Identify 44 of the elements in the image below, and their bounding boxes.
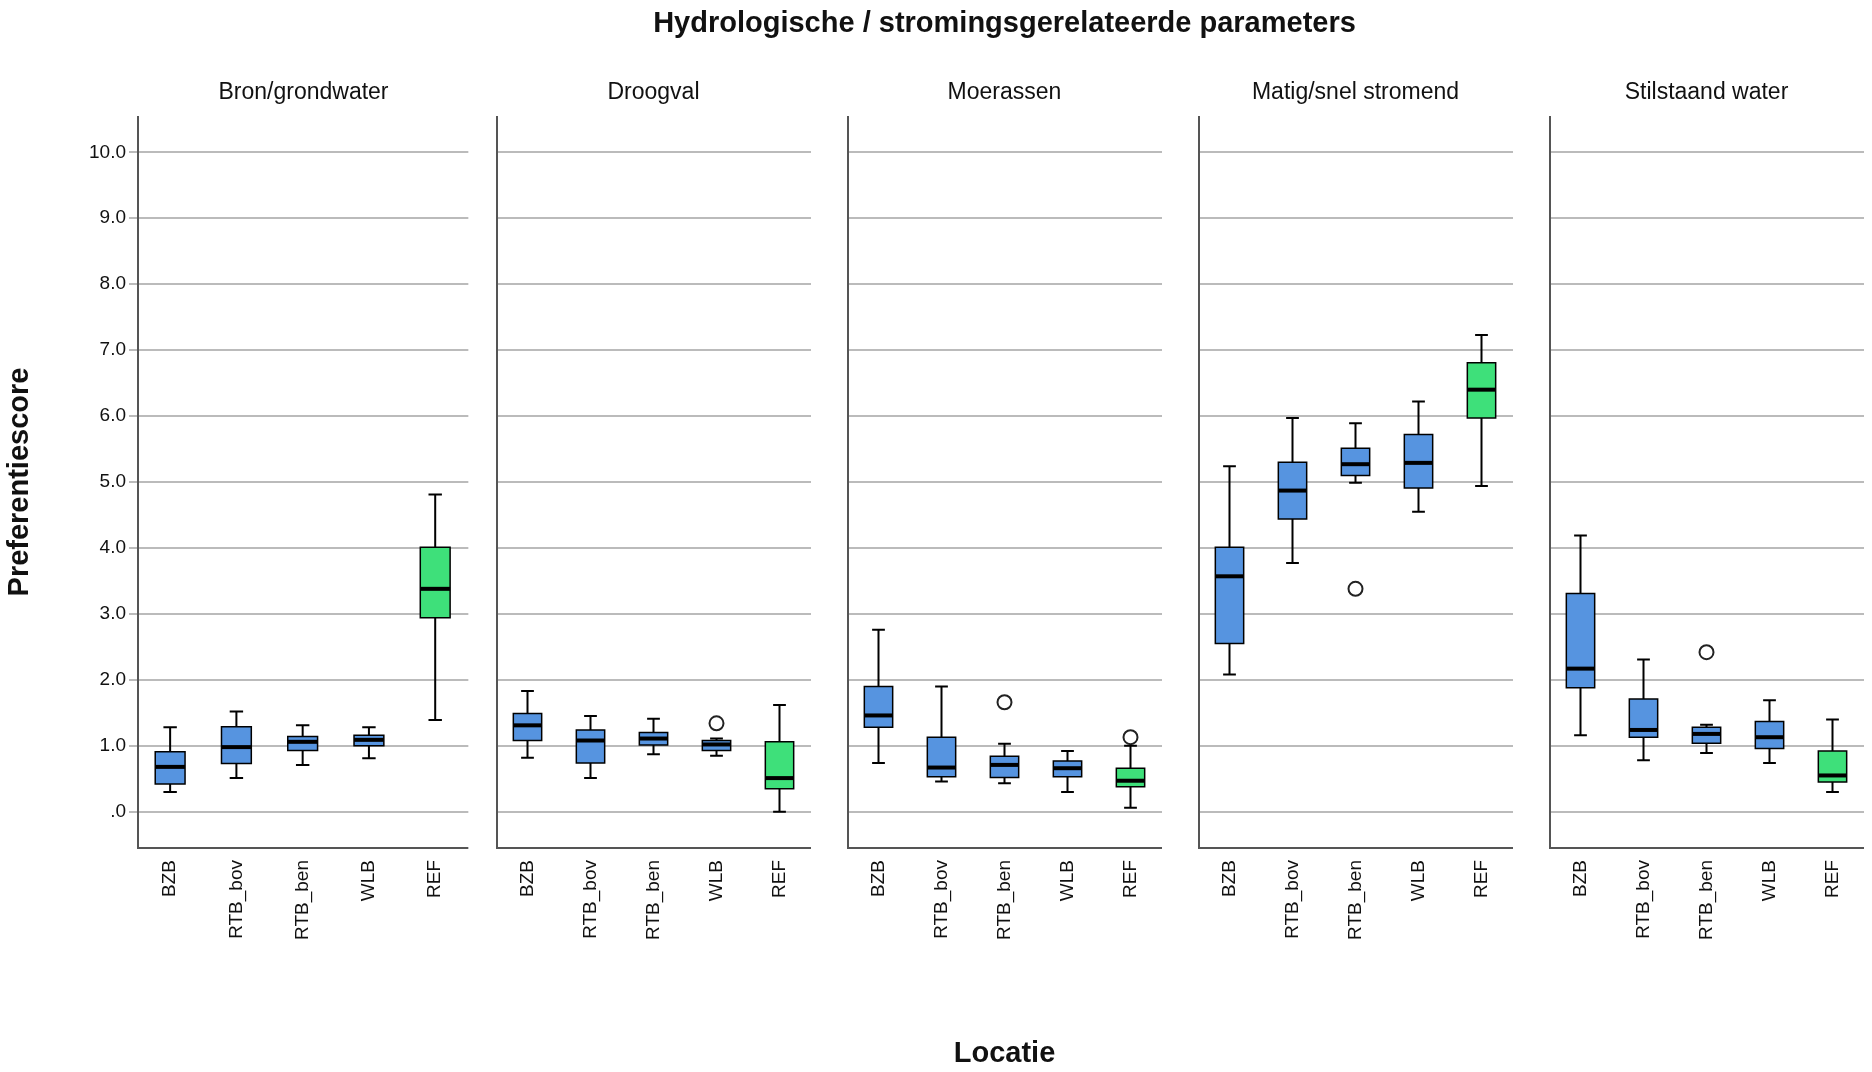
y-tick-label: 7.0 (99, 338, 126, 360)
x-tick-label: REF (767, 860, 789, 898)
y-tick-label: 4.0 (99, 536, 126, 558)
x-tick-label: RTB_bov (224, 859, 247, 939)
x-tick-label: RTB_ben (1694, 860, 1717, 940)
x-tick-label: RTB_bov (1631, 859, 1654, 939)
y-tick-label: .0 (110, 799, 126, 821)
x-tick-label: RTB_bov (578, 859, 601, 939)
x-tick-label: WLB (357, 860, 379, 902)
x-tick-label: RTB_ben (641, 860, 664, 940)
y-tick-label: 5.0 (99, 470, 126, 492)
x-tick-label: RTB_ben (290, 860, 313, 940)
y-tick-label: 10.0 (89, 140, 126, 162)
x-tick-label: BZB (515, 860, 537, 897)
chart-subtitle: Stilstaand water (1624, 78, 1789, 105)
x-tick-label: BZB (866, 860, 888, 897)
chart-subtitle: Droogval (607, 78, 700, 105)
x-axis-title: Locatie (953, 1036, 1056, 1069)
y-tick-label: 1.0 (99, 734, 126, 756)
y-tick-label: 2.0 (99, 668, 126, 690)
x-tick-label: REF (1469, 860, 1491, 898)
y-tick-label: 6.0 (99, 404, 126, 426)
x-tick-label: REF (1820, 860, 1842, 898)
x-tick-label: REF (423, 860, 445, 898)
y-tick-label: 9.0 (99, 206, 126, 228)
chart-title: Hydrologische / stromingsgerelateerde parameters (653, 6, 1356, 39)
chart-subtitle: Bron/grondwater (218, 78, 389, 105)
x-tick-label: WLB (1055, 860, 1077, 902)
y-axis-title: Preferentiescore (2, 367, 35, 597)
x-tick-label: REF (1118, 860, 1140, 898)
y-tick-label: 3.0 (99, 602, 126, 624)
x-tick-label: WLB (704, 860, 726, 902)
x-tick-label: BZB (158, 860, 180, 897)
x-tick-label: WLB (1406, 860, 1428, 902)
x-tick-label: RTB_bov (1280, 859, 1303, 939)
x-tick-label: RTB_bov (929, 859, 952, 939)
x-tick-label: BZB (1217, 860, 1239, 897)
chart-subtitle: Matig/snel stromend (1251, 78, 1460, 105)
y-tick-label: 8.0 (99, 272, 126, 294)
x-tick-label: RTB_ben (1343, 860, 1366, 940)
chart-subtitle: Moerassen (947, 78, 1062, 105)
x-tick-label: RTB_ben (992, 860, 1015, 940)
x-tick-label: WLB (1757, 860, 1779, 902)
x-tick-label: BZB (1568, 860, 1590, 897)
